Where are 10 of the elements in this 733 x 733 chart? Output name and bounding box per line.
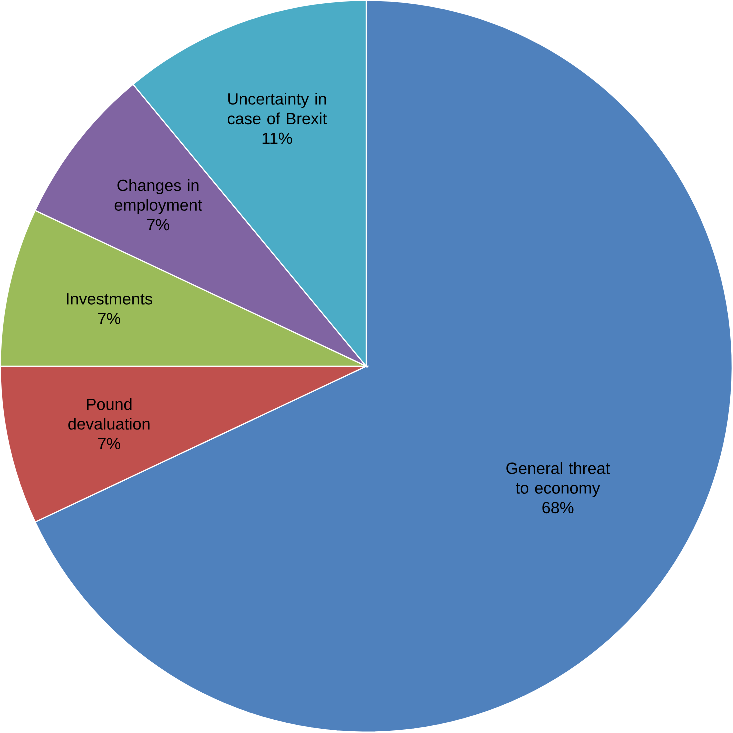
data-label: 68% <box>542 502 574 514</box>
slice-label: General threat to economy <box>506 462 610 498</box>
slice-label: Changes in employment <box>114 179 202 214</box>
data-label: 7% <box>147 219 170 231</box>
slice-label: Investments <box>67 294 152 305</box>
slice-label: Pound devaluation <box>68 398 150 430</box>
data-label: 11% <box>262 132 292 144</box>
data-label: 7% <box>98 438 121 450</box>
slice-label: Uncertainty in case of Brexit <box>228 93 328 125</box>
data-label: 7% <box>98 313 121 324</box>
